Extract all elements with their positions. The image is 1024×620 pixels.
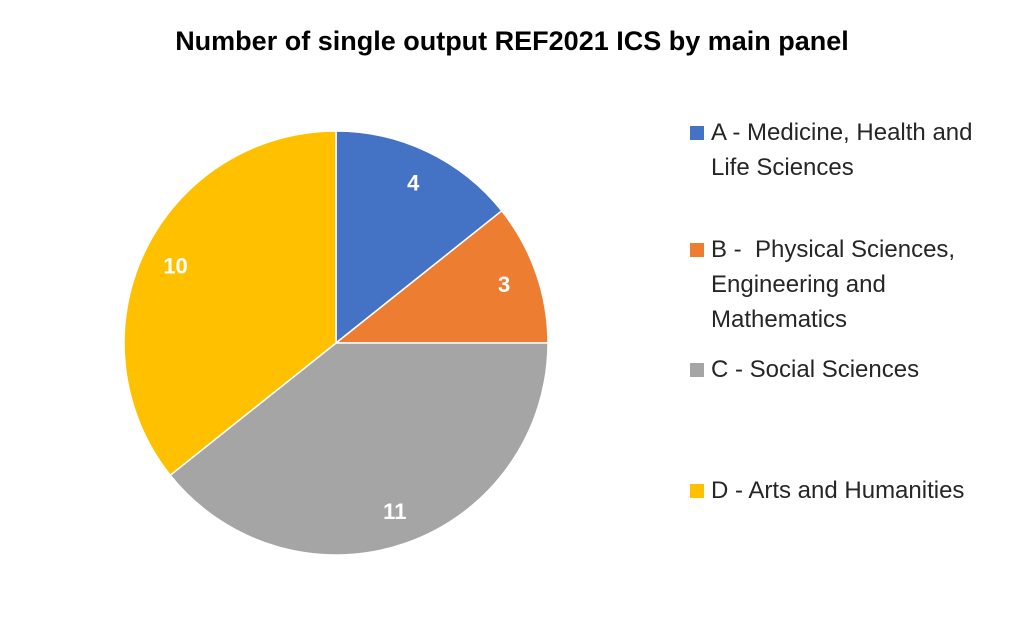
chart-title: Number of single output REF2021 ICS by m… [175, 26, 849, 56]
legend-swatch-d [690, 484, 704, 498]
legend-swatch-c [690, 363, 704, 377]
data-label-c: 11 [383, 499, 406, 524]
pie-slice-a [335, 130, 503, 345]
legend-swatch-a [690, 126, 704, 140]
legend-swatch-b [690, 243, 704, 257]
pie-slice-d [123, 130, 337, 477]
legend-label-b: B - Physical Sciences, Engineering and M… [711, 236, 962, 333]
data-label-a: 4 [407, 171, 420, 196]
data-label-b: 3 [498, 272, 510, 297]
data-label-d: 10 [163, 254, 187, 279]
legend-label-a: A - Medicine, Health and Life Sciences [711, 119, 980, 181]
pie-slice-c [169, 342, 549, 556]
legend-label-d: D - Arts and Humanities [711, 477, 965, 504]
legend-label-c: C - Social Sciences [711, 356, 920, 383]
pie-slice-b [333, 209, 549, 344]
